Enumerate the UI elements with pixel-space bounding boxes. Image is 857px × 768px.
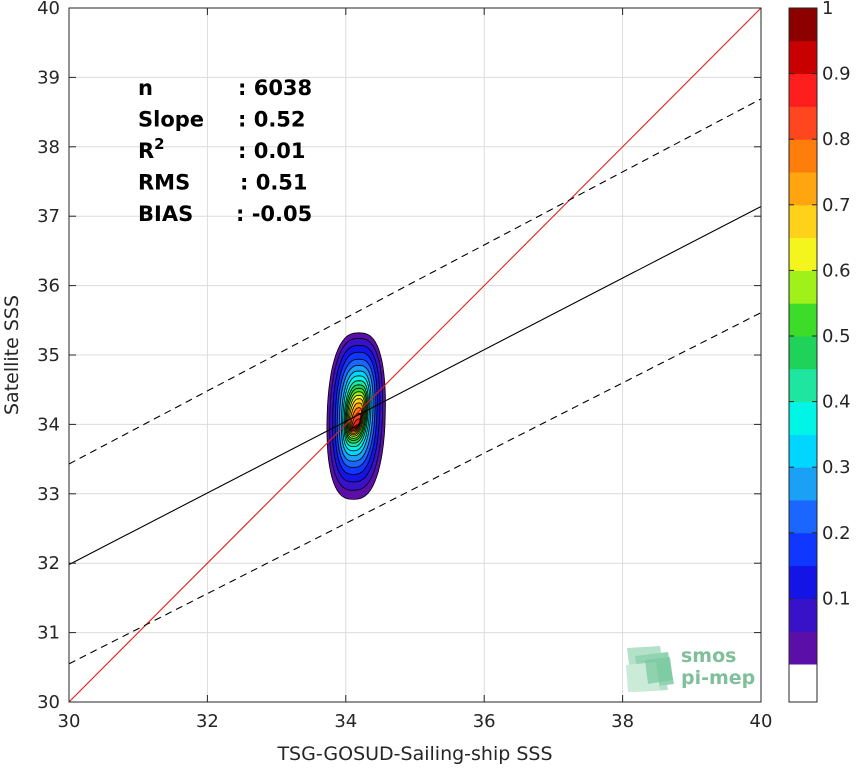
colorbar-band — [789, 8, 817, 42]
colorbar-band — [789, 237, 817, 271]
y-tick-label: 40 — [37, 0, 60, 19]
colorbar-frame — [788, 7, 818, 703]
stat-label: n — [138, 76, 153, 100]
y-tick-label: 39 — [37, 67, 60, 88]
regression-upper-line — [68, 98, 762, 465]
colorbar-band — [789, 336, 817, 370]
colorbar-band — [789, 664, 817, 702]
stat-label: BIAS — [138, 202, 193, 226]
density-contour-level — [351, 423, 360, 429]
stat-label: Slope — [138, 108, 204, 132]
x-tick-label: 32 — [196, 711, 219, 732]
colorbar-tick-label: 0.2 — [822, 523, 851, 544]
colorbar-tick-label: 0.1 — [822, 588, 851, 609]
x-tick-label: 36 — [473, 711, 496, 732]
colorbar-band — [789, 500, 817, 534]
regression-line — [68, 205, 762, 566]
colorbar-tick-label: 0.5 — [822, 326, 851, 347]
stat-value: : 0.51 — [240, 171, 308, 195]
y-tick-label: 34 — [37, 414, 60, 435]
colorbar-band — [789, 204, 817, 239]
colorbar-band — [789, 368, 817, 403]
colorbar-band — [789, 434, 817, 468]
y-tick-label: 35 — [37, 345, 60, 366]
smos-pi-mep-logo: smos pi-mep — [626, 645, 755, 692]
colorbar: 0.1 0.2 0.3 0.4 0.5 0.6 0.7 0.8 0.9 1 — [788, 0, 851, 703]
stat-label-superscript: 2 — [154, 135, 164, 153]
logo-graphic — [626, 646, 674, 692]
colorbar-tick-label: 0.9 — [822, 64, 851, 85]
colorbar-band — [789, 40, 817, 75]
grid — [68, 7, 762, 703]
colorbar-band — [789, 172, 817, 206]
x-axis-ticks: 30 32 34 36 38 40 — [58, 8, 773, 732]
stat-label: RMS — [138, 171, 190, 195]
stat-value: : 6038 — [238, 76, 312, 100]
y-tick-label: 38 — [37, 137, 60, 158]
y-axis-ticks: 30 31 32 33 34 35 36 37 38 39 40 — [37, 0, 761, 713]
logo-text-line2: pi-mep — [681, 667, 755, 689]
colorbar-tick-label: 0.4 — [822, 392, 851, 413]
stat-value: : 0.01 — [238, 139, 306, 163]
y-tick-label: 32 — [37, 553, 60, 574]
y-tick-label: 36 — [37, 276, 60, 297]
colorbar-band — [789, 467, 817, 501]
x-axis-label: TSG-GOSUD-Sailing-ship SSS — [276, 743, 552, 765]
colorbar-band — [789, 303, 817, 337]
x-tick-label: 34 — [334, 711, 357, 732]
colorbar-band — [789, 565, 817, 599]
colorbar-band — [789, 631, 817, 665]
x-tick-label: 38 — [611, 711, 634, 732]
y-axis-label: Satellite SSS — [1, 295, 23, 415]
colorbar-band — [789, 532, 817, 567]
colorbar-band — [789, 598, 817, 632]
colorbar-tick-label: 0.3 — [822, 457, 851, 478]
colorbar-band — [789, 270, 817, 304]
colorbar-band — [789, 139, 817, 173]
regression-lower-line — [68, 312, 762, 665]
reference-lines — [68, 7, 762, 703]
y-tick-label: 31 — [37, 623, 60, 644]
colorbar-tick-label: 1 — [822, 0, 833, 19]
y-tick-label: 30 — [37, 692, 60, 713]
stat-value: : -0.05 — [236, 202, 312, 226]
y-tick-label: 33 — [37, 484, 60, 505]
logo-text-line1: smos — [681, 645, 736, 667]
colorbar-band — [789, 106, 817, 140]
colorbar-band — [789, 73, 817, 107]
colorbar-band — [789, 401, 817, 435]
stat-value: : 0.52 — [238, 108, 306, 132]
y-tick-label: 37 — [37, 206, 60, 227]
x-tick-label: 30 — [58, 711, 81, 732]
colorbar-tick-label: 0.6 — [822, 260, 851, 281]
x-tick-label: 40 — [750, 711, 773, 732]
colorbar-tick-label: 0.7 — [822, 195, 851, 216]
colorbar-tick-label: 0.8 — [822, 129, 851, 150]
identity-line — [68, 7, 762, 703]
